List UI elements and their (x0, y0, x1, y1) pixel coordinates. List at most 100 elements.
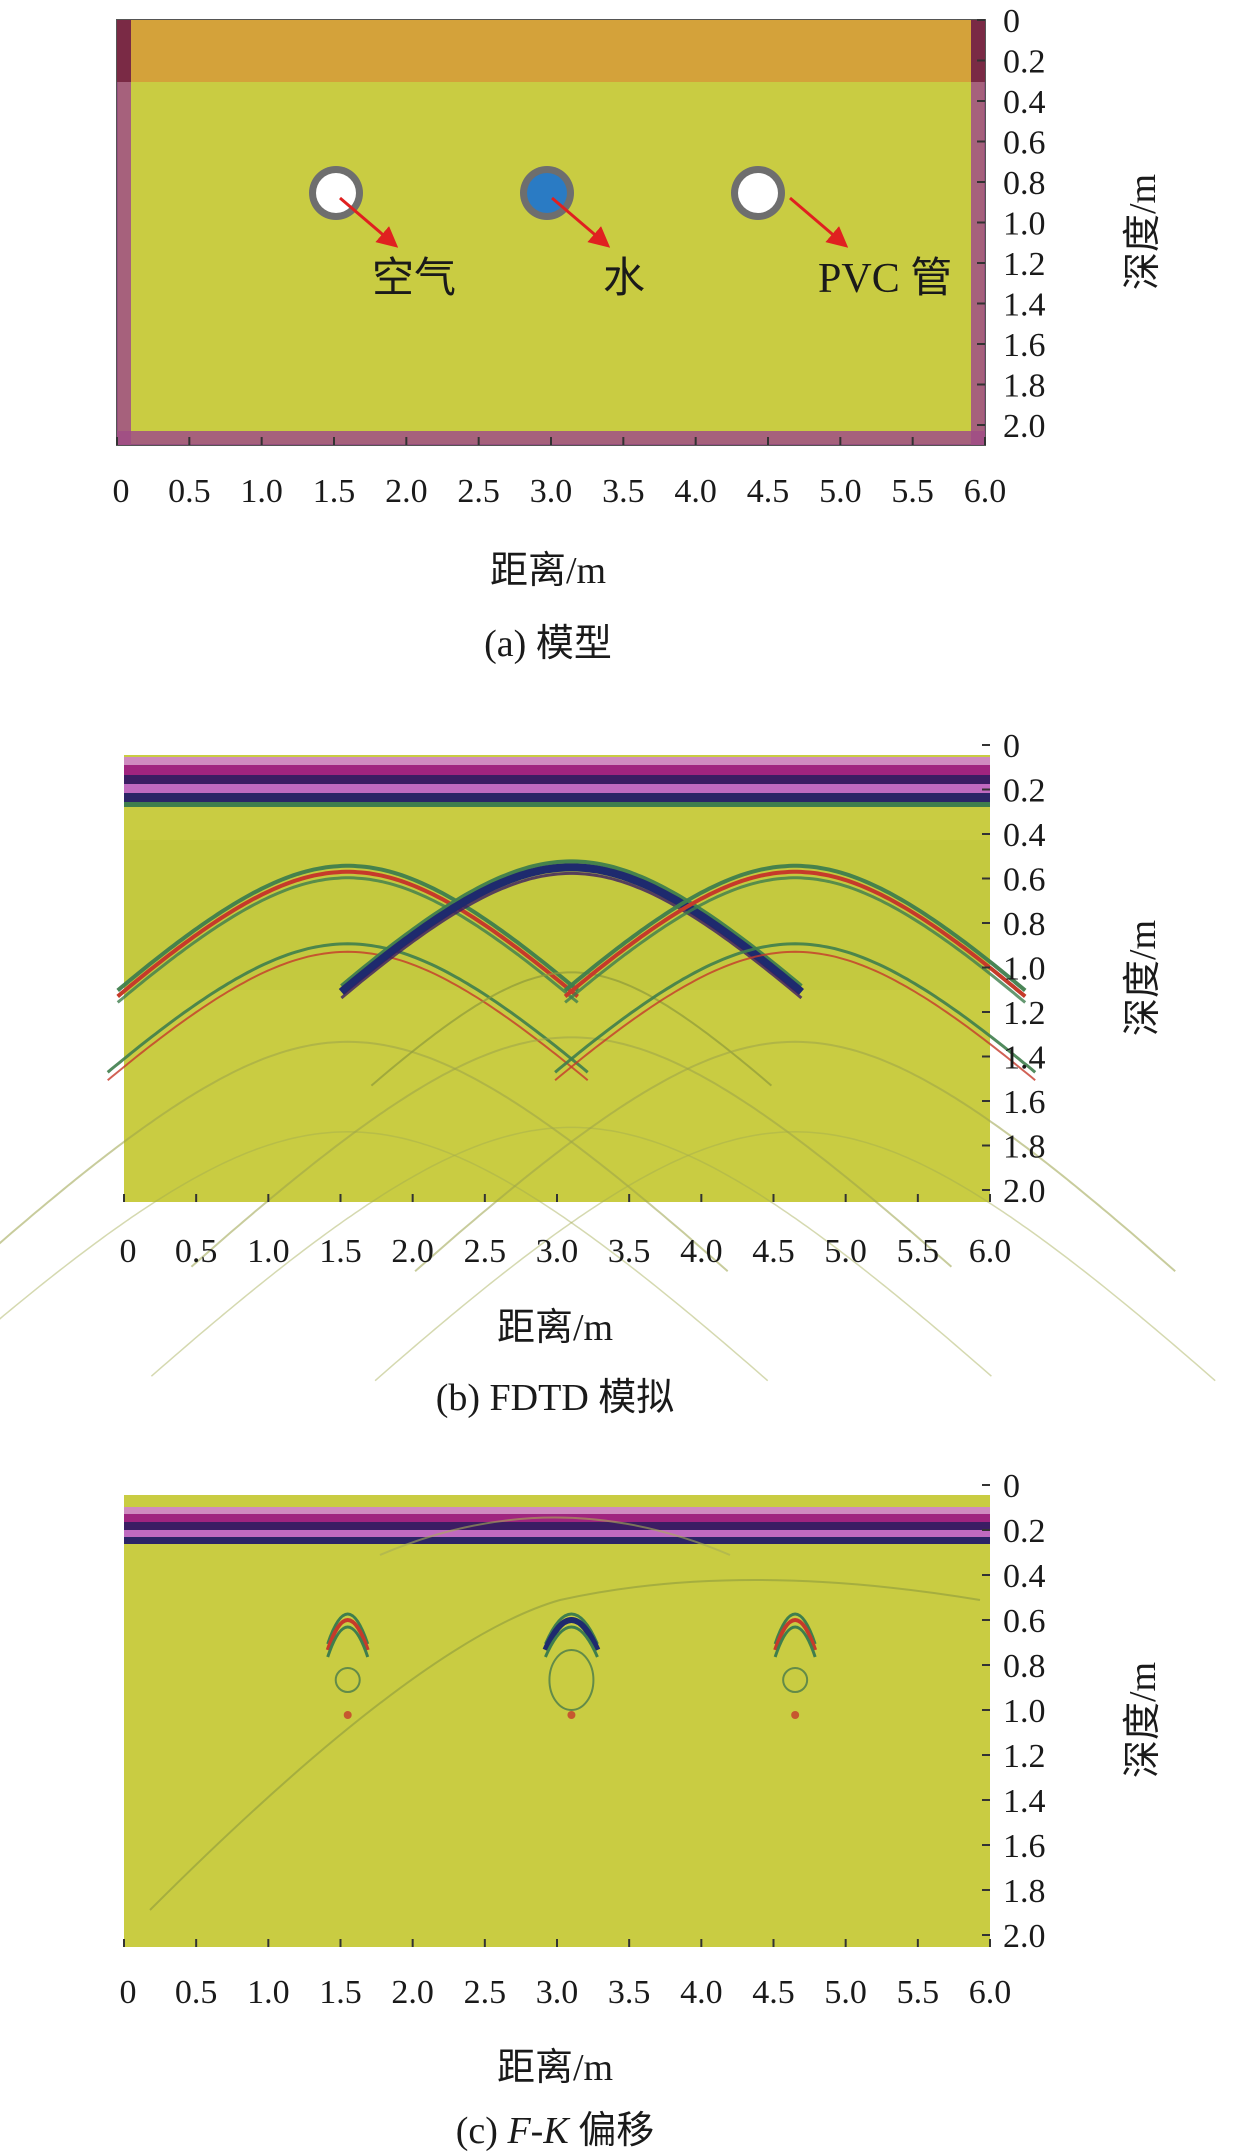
ylabel-a: 深度/m (1122, 174, 1164, 290)
x-tick-label: 0.5 (175, 1974, 218, 2011)
focused-ring (782, 1667, 809, 1693)
y-tick-label: 0.4 (1003, 84, 1046, 121)
targets-c (149, 1516, 981, 1911)
focused-apex (325, 1618, 370, 1651)
hyperbola-trace (554, 950, 1036, 1082)
fk-direct-wave-navy (124, 1537, 990, 1544)
y-tick-label: 0 (1003, 728, 1020, 765)
xlabel-a: 距离/m (490, 550, 606, 592)
focused-apex (773, 1625, 817, 1658)
hyperbola-trace (116, 876, 579, 1004)
model-corner-dark-right (971, 20, 985, 82)
hyperbola-trace (116, 863, 579, 992)
x-tick-label: 5.5 (897, 1974, 940, 2011)
x-tick-label: 4.0 (680, 1974, 723, 2011)
fdtd-direct-wave-pink (124, 784, 990, 793)
caption-c: (c) F-K 偏移 (456, 2110, 654, 2152)
hyperbolas-b (0, 859, 1216, 1382)
focused-dot (791, 1711, 800, 1719)
y-tick-label: 1.4 (1003, 287, 1046, 324)
x-tick-label: 5.0 (824, 1233, 867, 1270)
hyperbola-trace (116, 869, 579, 998)
hyperbola-trace (0, 1040, 729, 1272)
pipe-water (520, 166, 574, 220)
hyperbola-trace (564, 876, 1027, 1004)
axes-c: 0 0.5 1.0 1.5 2.0 2.5 3.0 3.5 4.0 4.5 5.0 5.5 6.0 0 0.… (120, 1468, 1046, 2011)
x-tick-label: 1.5 (313, 473, 356, 510)
y-tick-label: 1.6 (1003, 1084, 1046, 1121)
hyperbola-trace (554, 942, 1037, 1074)
x-tick-label: 4.0 (680, 1233, 723, 1270)
focused-ring (548, 1649, 595, 1711)
x-tick-label: 2.0 (385, 473, 428, 510)
y-tick-label: 2.0 (1003, 1918, 1046, 1955)
panel-a: 空气 水 PVC 管 0 0.5 1.0 1.5 2.0 2.5 3.0 3.5 4.0 4.5 5… (113, 3, 1165, 665)
x-tick-label: 2.5 (464, 1233, 507, 1270)
x-tick-label: 5.0 (819, 473, 862, 510)
migration-arc (149, 1579, 981, 1911)
y-tick-label: 0.4 (1003, 1558, 1046, 1595)
y-tick-label: 1.6 (1003, 327, 1046, 364)
fdtd-direct-wave-green (124, 802, 990, 807)
y-tick-label: 1.4 (1003, 1040, 1046, 1077)
x-tick-label: 0.5 (168, 473, 211, 510)
panel-c: 0 0.5 1.0 1.5 2.0 2.5 3.0 3.5 4.0 4.5 5.0 5.5 6.0 0 0.… (120, 1468, 1165, 2152)
fdtd-direct-wave-navy (124, 793, 990, 802)
x-tick-label: 5.0 (824, 1974, 867, 2011)
x-tick-label: 5.5 (897, 1233, 940, 1270)
y-tick-label: 2.0 (1003, 1173, 1046, 1210)
x-tick-label: 1.0 (247, 1974, 290, 2011)
y-tick-label: 1.2 (1003, 995, 1046, 1032)
focused-dot (343, 1711, 352, 1719)
y-tick-label: 0.6 (1003, 862, 1046, 899)
y-tick-label: 1.0 (1003, 206, 1046, 243)
y-tick-label: 0.8 (1003, 906, 1046, 943)
y-tick-label: 1.2 (1003, 1738, 1046, 1775)
ylabel-c: 深度/m (1122, 1662, 1164, 1778)
x-tick-label: 2.5 (457, 473, 500, 510)
x-tick-label: 2.5 (464, 1974, 507, 2011)
x-tick-label: 1.5 (319, 1233, 362, 1270)
x-tick-label: 1.5 (319, 1974, 362, 2011)
arrow-pvc (789, 196, 849, 248)
x-tick-label: 4.5 (752, 1974, 795, 2011)
y-tick-label: 2.0 (1003, 408, 1046, 445)
y-tick-label: 0.2 (1003, 1513, 1046, 1550)
model-soil-layer (116, 19, 986, 446)
fk-background (124, 1495, 990, 1947)
x-tick-label: 4.0 (674, 473, 717, 510)
y-tick-label: 1.4 (1003, 1783, 1046, 1820)
hyperbola-trace (106, 942, 589, 1074)
axes-b: 0 0.5 1.0 1.5 2.0 2.5 3.0 3.5 4.0 4.5 5.0 5.5 6.0 0 0.… (120, 728, 1046, 1270)
caption-c-prefix: (c) (456, 2110, 508, 2152)
model-corner-dark-left (117, 20, 131, 82)
x-tick-label: 4.5 (752, 1233, 795, 1270)
focused-apex (773, 1618, 818, 1651)
fk-direct-wave-pink (124, 1530, 990, 1537)
y-tick-label: 1.8 (1003, 1873, 1046, 1910)
hyperbola-trace (340, 871, 803, 1000)
x-tick-label: 6.0 (969, 1233, 1012, 1270)
label-pvc: PVC 管 (818, 256, 952, 302)
y-tick-label: 1.8 (1003, 1129, 1046, 1166)
x-tick-label: 0 (120, 1974, 137, 2011)
x-tick-label: 3.0 (530, 473, 573, 510)
hyperbola-trace (338, 863, 804, 996)
xlabel-c: 距离/m (497, 2047, 613, 2089)
ylabel-b: 深度/m (1122, 920, 1164, 1036)
focused-apex (326, 1612, 370, 1645)
y-tick-label: 0 (1003, 3, 1020, 40)
x-tick-label: 2.0 (391, 1974, 434, 2011)
y-tick-label: 1.8 (1003, 368, 1046, 405)
y-tick-label: 1.0 (1003, 951, 1046, 988)
fk-direct-wave-dark (124, 1522, 990, 1530)
caption-a: (a) 模型 (484, 623, 612, 665)
caption-c-suffix: 偏移 (569, 2110, 655, 2152)
hyperbola-trace (340, 859, 803, 988)
x-tick-label: 0 (113, 473, 130, 510)
x-tick-label: 1.0 (240, 473, 283, 510)
axes-a: 0 0.5 1.0 1.5 2.0 2.5 3.0 3.5 4.0 4.5 5.0 5.5 6.0 0 0.… (113, 3, 1046, 510)
x-tick-label: 4.5 (747, 473, 790, 510)
y-tick-label: 0.6 (1003, 1603, 1046, 1640)
